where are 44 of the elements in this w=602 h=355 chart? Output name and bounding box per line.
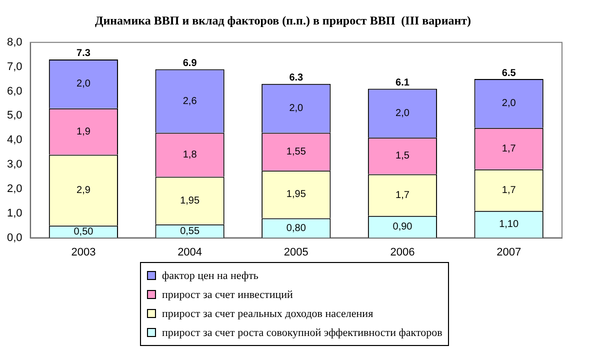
data-label: 0,80: [286, 222, 306, 234]
legend-label: фактор цен на нефть: [162, 270, 258, 282]
data-label: 1,95: [180, 195, 200, 206]
chart-title: Динамика ВВП и вклад факторов (п.п.) в прирост ВВП (III вариант): [94, 13, 472, 28]
data-label: 2,9: [76, 184, 91, 196]
x-tick-label: 2005: [284, 246, 308, 258]
data-label: 0,55: [180, 226, 200, 237]
total-label: 7.3: [76, 48, 91, 60]
data-label: 1,10: [499, 219, 519, 230]
data-label: 1,8: [182, 150, 198, 161]
y-tick-label: 4,0: [6, 134, 22, 146]
y-tick-label: 6,0: [6, 85, 22, 98]
y-tick-label: 7,0: [6, 60, 22, 73]
x-tick-label: 2003: [71, 246, 96, 258]
data-label: 0,50: [74, 226, 94, 238]
y-tick-label: 8,0: [6, 36, 22, 48]
y-tick-label: 3,0: [6, 158, 22, 171]
data-label: 0,90: [392, 222, 413, 233]
x-tick-label: 2007: [496, 246, 522, 258]
total-label: 6.3: [289, 72, 304, 84]
data-label: 1,7: [502, 184, 516, 196]
y-tick-label: 1,0: [6, 207, 22, 220]
y-tick-label: 0,0: [6, 232, 22, 244]
legend-label: прирост за счет инвестиций: [162, 288, 293, 300]
total-label: 6.5: [502, 68, 516, 79]
data-label: 1,55: [286, 146, 306, 158]
data-label: 2,0: [289, 103, 304, 114]
y-tick-label: 5,0: [6, 110, 22, 122]
legend-label: прирост за счет роста совокупной эффективности факторов: [162, 326, 442, 338]
data-label: 1,7: [396, 190, 410, 201]
x-tick-label: 2006: [390, 246, 415, 258]
y-tick-label: 2,0: [6, 182, 22, 195]
data-label: 1,95: [286, 189, 306, 200]
total-label: 6.9: [182, 58, 198, 70]
total-label: 6.1: [396, 78, 410, 89]
data-label: 2,0: [76, 78, 91, 90]
data-label: 1,9: [76, 126, 91, 138]
data-label: 2,0: [396, 108, 410, 119]
data-label: 1,5: [396, 150, 410, 162]
legend-label: прирост за счет реальных доходов населения: [162, 308, 374, 320]
data-label: 2,0: [502, 98, 516, 110]
x-tick-label: 2004: [178, 246, 202, 258]
data-label: 1,7: [502, 143, 516, 154]
data-label: 2,6: [182, 96, 198, 107]
